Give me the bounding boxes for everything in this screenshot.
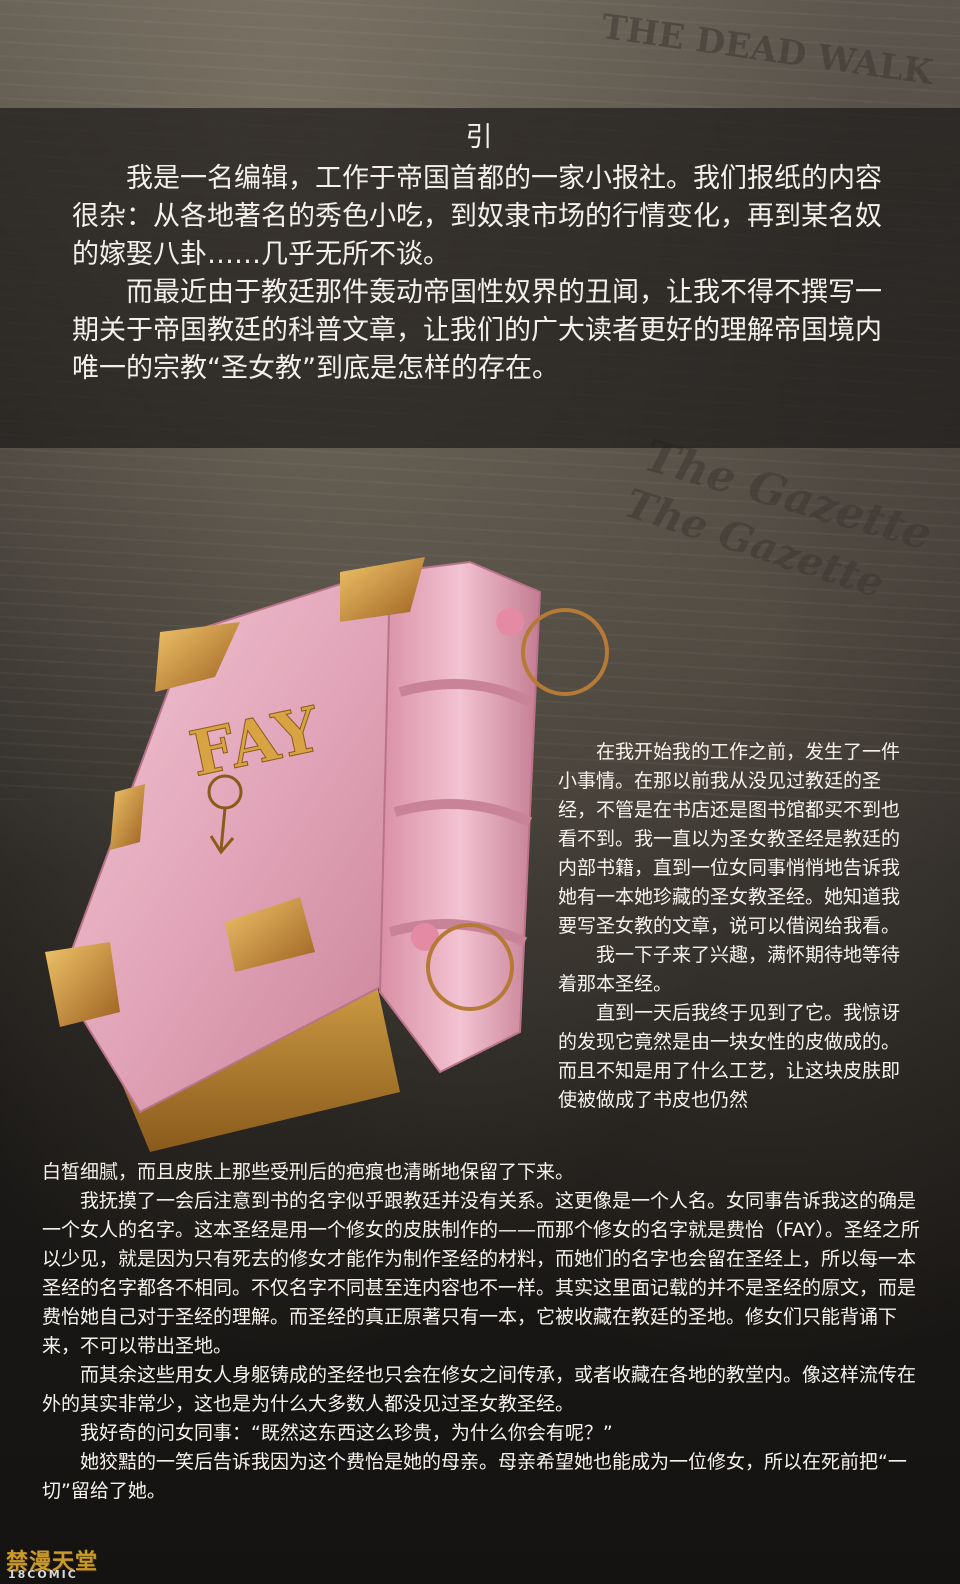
intro-paragraph: 我是一名编辑，工作于帝国首都的一家小报社。我们报纸的内容很杂：从各地著名的秀色小… [72, 163, 882, 270]
side-paragraph: 直到一天后我终于见到了它。我惊讶的发现它竟然是由一块女性的皮做成的。而且不知是用… [558, 1002, 901, 1111]
bible-book-illustration: FAY [45, 557, 609, 1152]
body-text: 白皙细腻，而且皮肤上那些受刑后的疤痕也清晰地保留了下来。 我抚摸了一会后注意到书… [42, 1158, 922, 1506]
watermark-main: 禁漫天堂 [6, 1550, 99, 1575]
corner-ornament [155, 622, 240, 692]
body-paragraph: 她狡黠的一笑后告诉我因为这个费怡是她的母亲。母亲希望她也能成为一位修女，所以在死… [42, 1451, 907, 1502]
corner-ornament [340, 557, 425, 622]
side-text: 在我开始我的工作之前，发生了一件小事情。在那以前我从没见过教廷的圣经，不管是在书… [558, 738, 918, 1115]
spine-band [398, 679, 533, 707]
intro-paragraph: 而最近由于教廷那件轰动帝国性奴界的丑闻，让我不得不撰写一期关于帝国教廷的科普文章… [72, 277, 882, 384]
side-paragraph: 在我开始我的工作之前，发生了一件小事情。在那以前我从没见过教廷的圣经，不管是在书… [558, 741, 901, 937]
body-paragraph: 而其余这些用女人身躯铸成的圣经也只会在修女之间传承，或者收藏在各地的教堂内。像这… [42, 1364, 917, 1415]
body-continuation: 白皙细腻，而且皮肤上那些受刑后的疤痕也清晰地保留了下来。 [42, 1161, 575, 1183]
watermark-sub: 18COMIC [8, 1568, 78, 1581]
corner-ornament [225, 897, 315, 972]
spine-band [393, 799, 533, 827]
intro-title: 引 [465, 122, 495, 153]
intro-panel [0, 108, 960, 448]
watermark-logo: 禁漫天堂 18COMIC [4, 1544, 108, 1582]
body-paragraph: 我抚摸了一会后注意到书的名字似乎跟教廷并没有关系。这更像是一个人名。女同事告诉我… [42, 1190, 920, 1357]
binding-ring [521, 608, 609, 696]
clasp [110, 784, 145, 850]
corner-ornament [45, 942, 120, 1027]
body-paragraph: 我好奇的问女同事：“既然这东西这么珍贵，为什么你会有呢？” [80, 1422, 613, 1444]
binding-ring [426, 923, 514, 1011]
male-symbol-icon [207, 774, 243, 855]
ring-bead [496, 608, 524, 636]
side-paragraph: 我一下子来了兴趣，满怀期待地等待着那本圣经。 [558, 944, 901, 995]
intro-text: 我是一名编辑，工作于帝国首都的一家小报社。我们报纸的内容很杂：从各地著名的秀色小… [72, 160, 882, 388]
ring-bead [411, 923, 439, 951]
